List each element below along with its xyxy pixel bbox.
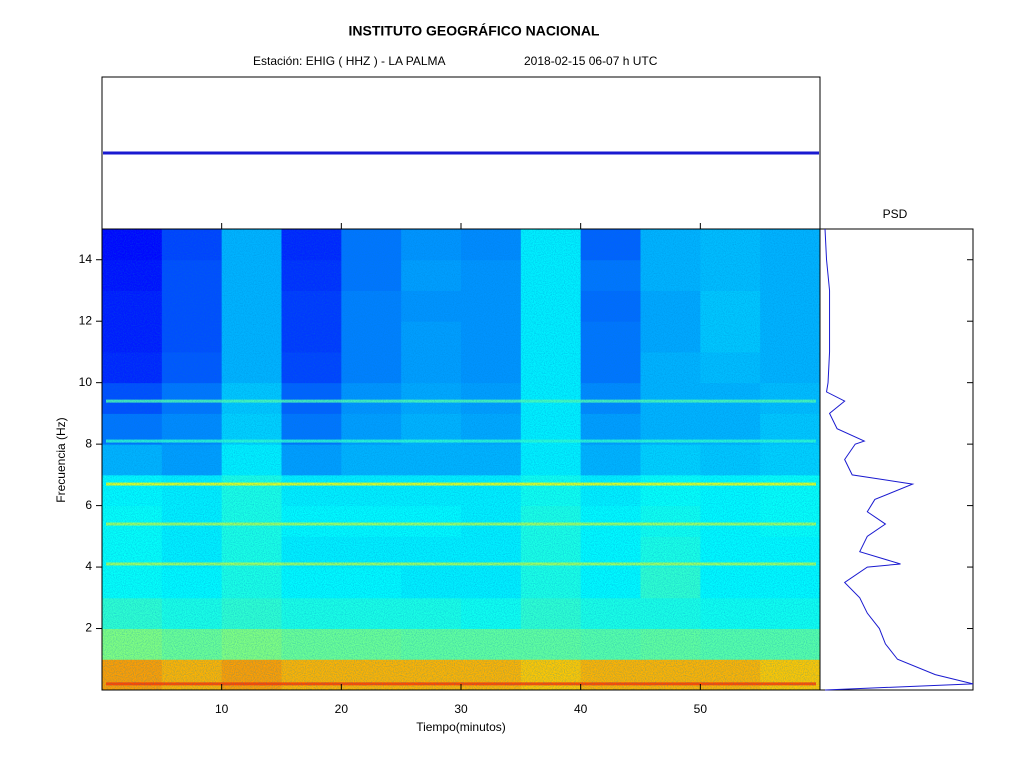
x-tick-label: 40	[574, 702, 588, 716]
noise-texture	[102, 229, 820, 690]
y-axis-label: Frecuencia (Hz)	[54, 417, 68, 502]
date: 2018-02-15 06-07 h UTC	[524, 54, 658, 68]
x-tick-label: 20	[335, 702, 349, 716]
psd-line	[824, 228, 974, 691]
y-tick-label: 14	[79, 252, 93, 266]
x-tick-label: 10	[215, 702, 229, 716]
y-tick-label: 12	[79, 313, 93, 327]
x-tick-label: 50	[694, 702, 708, 716]
y-tick-label: 2	[85, 621, 92, 635]
y-tick-label: 6	[85, 498, 92, 512]
y-tick-label: 4	[85, 559, 92, 573]
y-tick-label: 8	[85, 436, 92, 450]
y-tick-label: 10	[79, 375, 93, 389]
psd-frame	[819, 228, 974, 691]
chart-title: INSTITUTO GEOGRÁFICO NACIONAL	[349, 23, 600, 39]
station: Estación: EHIG ( HHZ ) - LA PALMA	[253, 54, 446, 68]
x-tick-label: 30	[454, 702, 468, 716]
psd-title: PSD	[883, 207, 908, 221]
x-axis-label: Tiempo(minutos)	[416, 720, 506, 734]
